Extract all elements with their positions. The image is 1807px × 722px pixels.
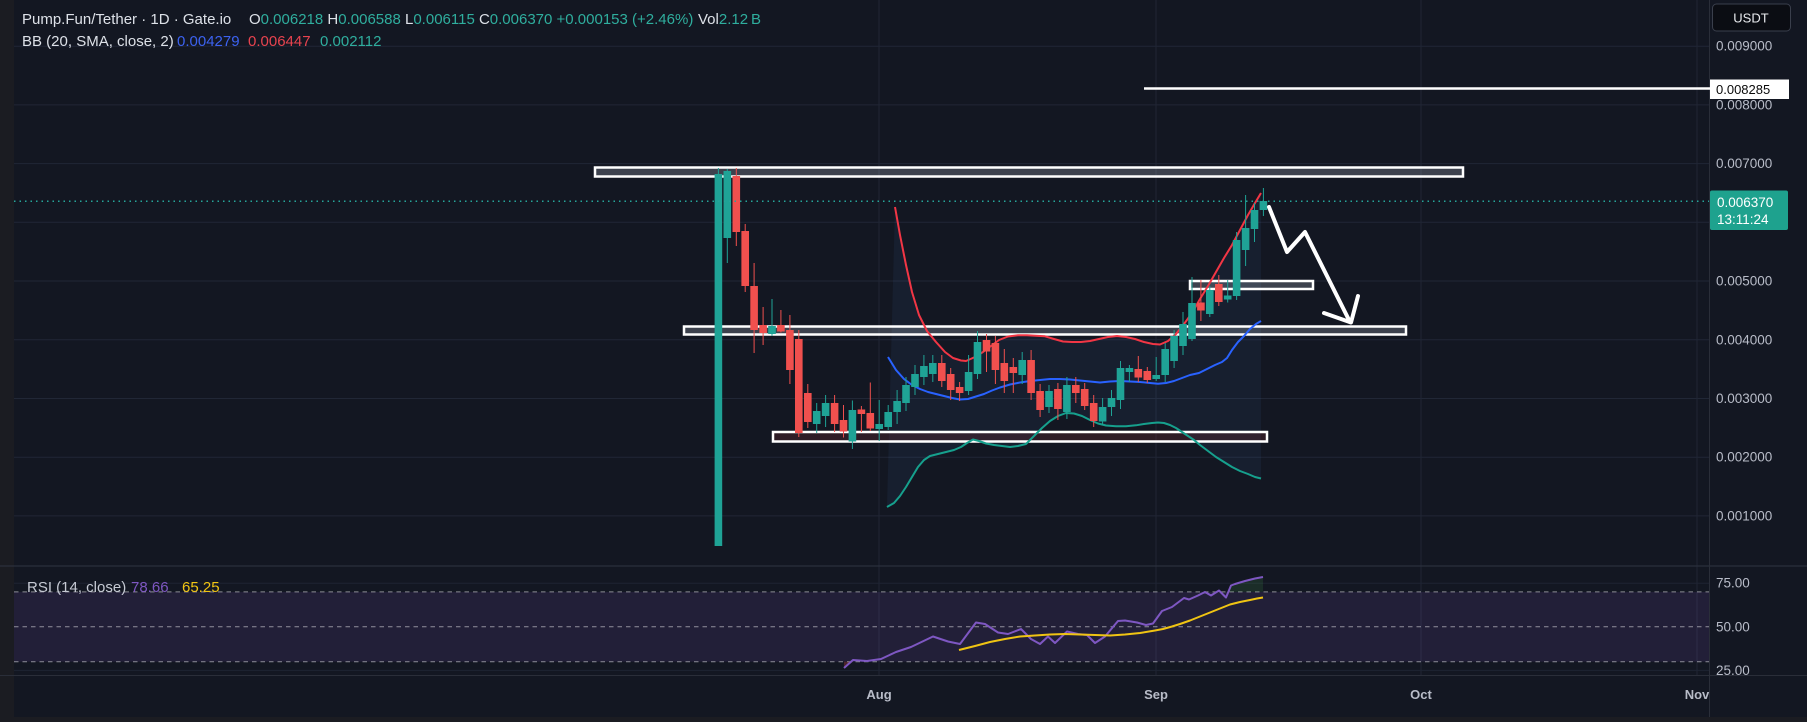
svg-text:75.00: 75.00 [1716,576,1750,591]
svg-text:0.003000: 0.003000 [1716,391,1772,406]
svg-text:Vol2.12 B: Vol2.12 B [698,11,761,28]
svg-text:0.008285: 0.008285 [1716,82,1770,97]
svg-text:Nov: Nov [1685,687,1710,702]
svg-text:78.66: 78.66 [131,579,169,596]
svg-text:0.001000: 0.001000 [1716,508,1772,523]
svg-text:0.008000: 0.008000 [1716,97,1772,112]
svg-text:BB (20, SMA, close, 2): BB (20, SMA, close, 2) [22,33,174,50]
svg-text:25.00: 25.00 [1716,663,1750,678]
svg-text:Oct: Oct [1410,687,1432,702]
svg-text:RSI (14, close): RSI (14, close) [27,579,126,596]
svg-text:0.006447: 0.006447 [248,33,311,50]
svg-text:0.002112: 0.002112 [320,33,381,50]
svg-text:0.006370: 0.006370 [1717,195,1773,210]
svg-text:Aug: Aug [866,687,891,702]
svg-text:65.25: 65.25 [182,579,220,596]
svg-text:0.002000: 0.002000 [1716,450,1772,465]
svg-text:50.00: 50.00 [1716,619,1750,634]
svg-text:13:11:24: 13:11:24 [1717,212,1769,227]
svg-text:USDT: USDT [1733,11,1768,26]
svg-text:0.007000: 0.007000 [1716,156,1772,171]
svg-text:0.004279: 0.004279 [177,33,240,50]
svg-text:0.004000: 0.004000 [1716,332,1772,347]
svg-text:0.009000: 0.009000 [1716,39,1772,54]
svg-text:0.005000: 0.005000 [1716,274,1772,289]
svg-text:O0.006218 H0.006588 L0.006115: O0.006218 H0.006588 L0.006115 C0.006370 … [249,11,693,28]
svg-text:Sep: Sep [1144,687,1168,702]
svg-text:Pump.Fun/Tether · 1D · Gate.io: Pump.Fun/Tether · 1D · Gate.io [22,11,231,28]
